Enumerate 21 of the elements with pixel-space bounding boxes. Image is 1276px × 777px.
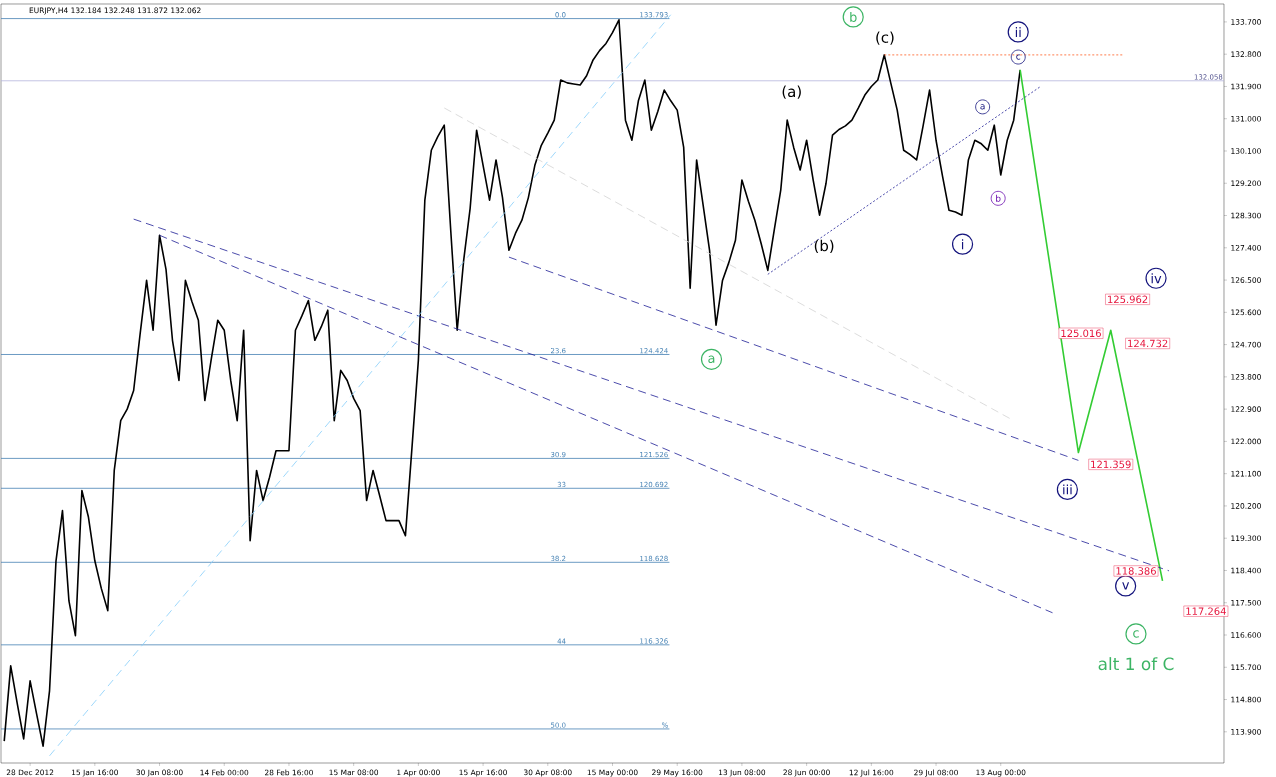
annotation: (a) [782,85,801,99]
annotation: 117.264 [1186,607,1226,615]
annotation: b [996,194,1001,202]
annotation: c [1133,630,1139,638]
annotation: 118.386 [1116,567,1156,575]
annotation: iii [1063,484,1072,495]
annotation: 121.359 [1091,460,1131,469]
annotation: (b) [814,239,834,254]
annotation: a [980,104,985,110]
annotation: 125.962 [1108,295,1148,304]
annotation: v [1122,582,1130,590]
annotation: ii [1015,27,1021,37]
annotation: iv [1151,273,1162,284]
annotation: 125.016 [1061,329,1101,338]
annotation: a [708,355,715,364]
annotation: i [961,239,964,250]
annotation: c [1016,54,1021,60]
annotation: alt 1 of C [1098,657,1174,671]
annotation: (c) [876,31,894,45]
annotation: b [850,11,857,22]
annotation: 124.732 [1128,339,1168,348]
